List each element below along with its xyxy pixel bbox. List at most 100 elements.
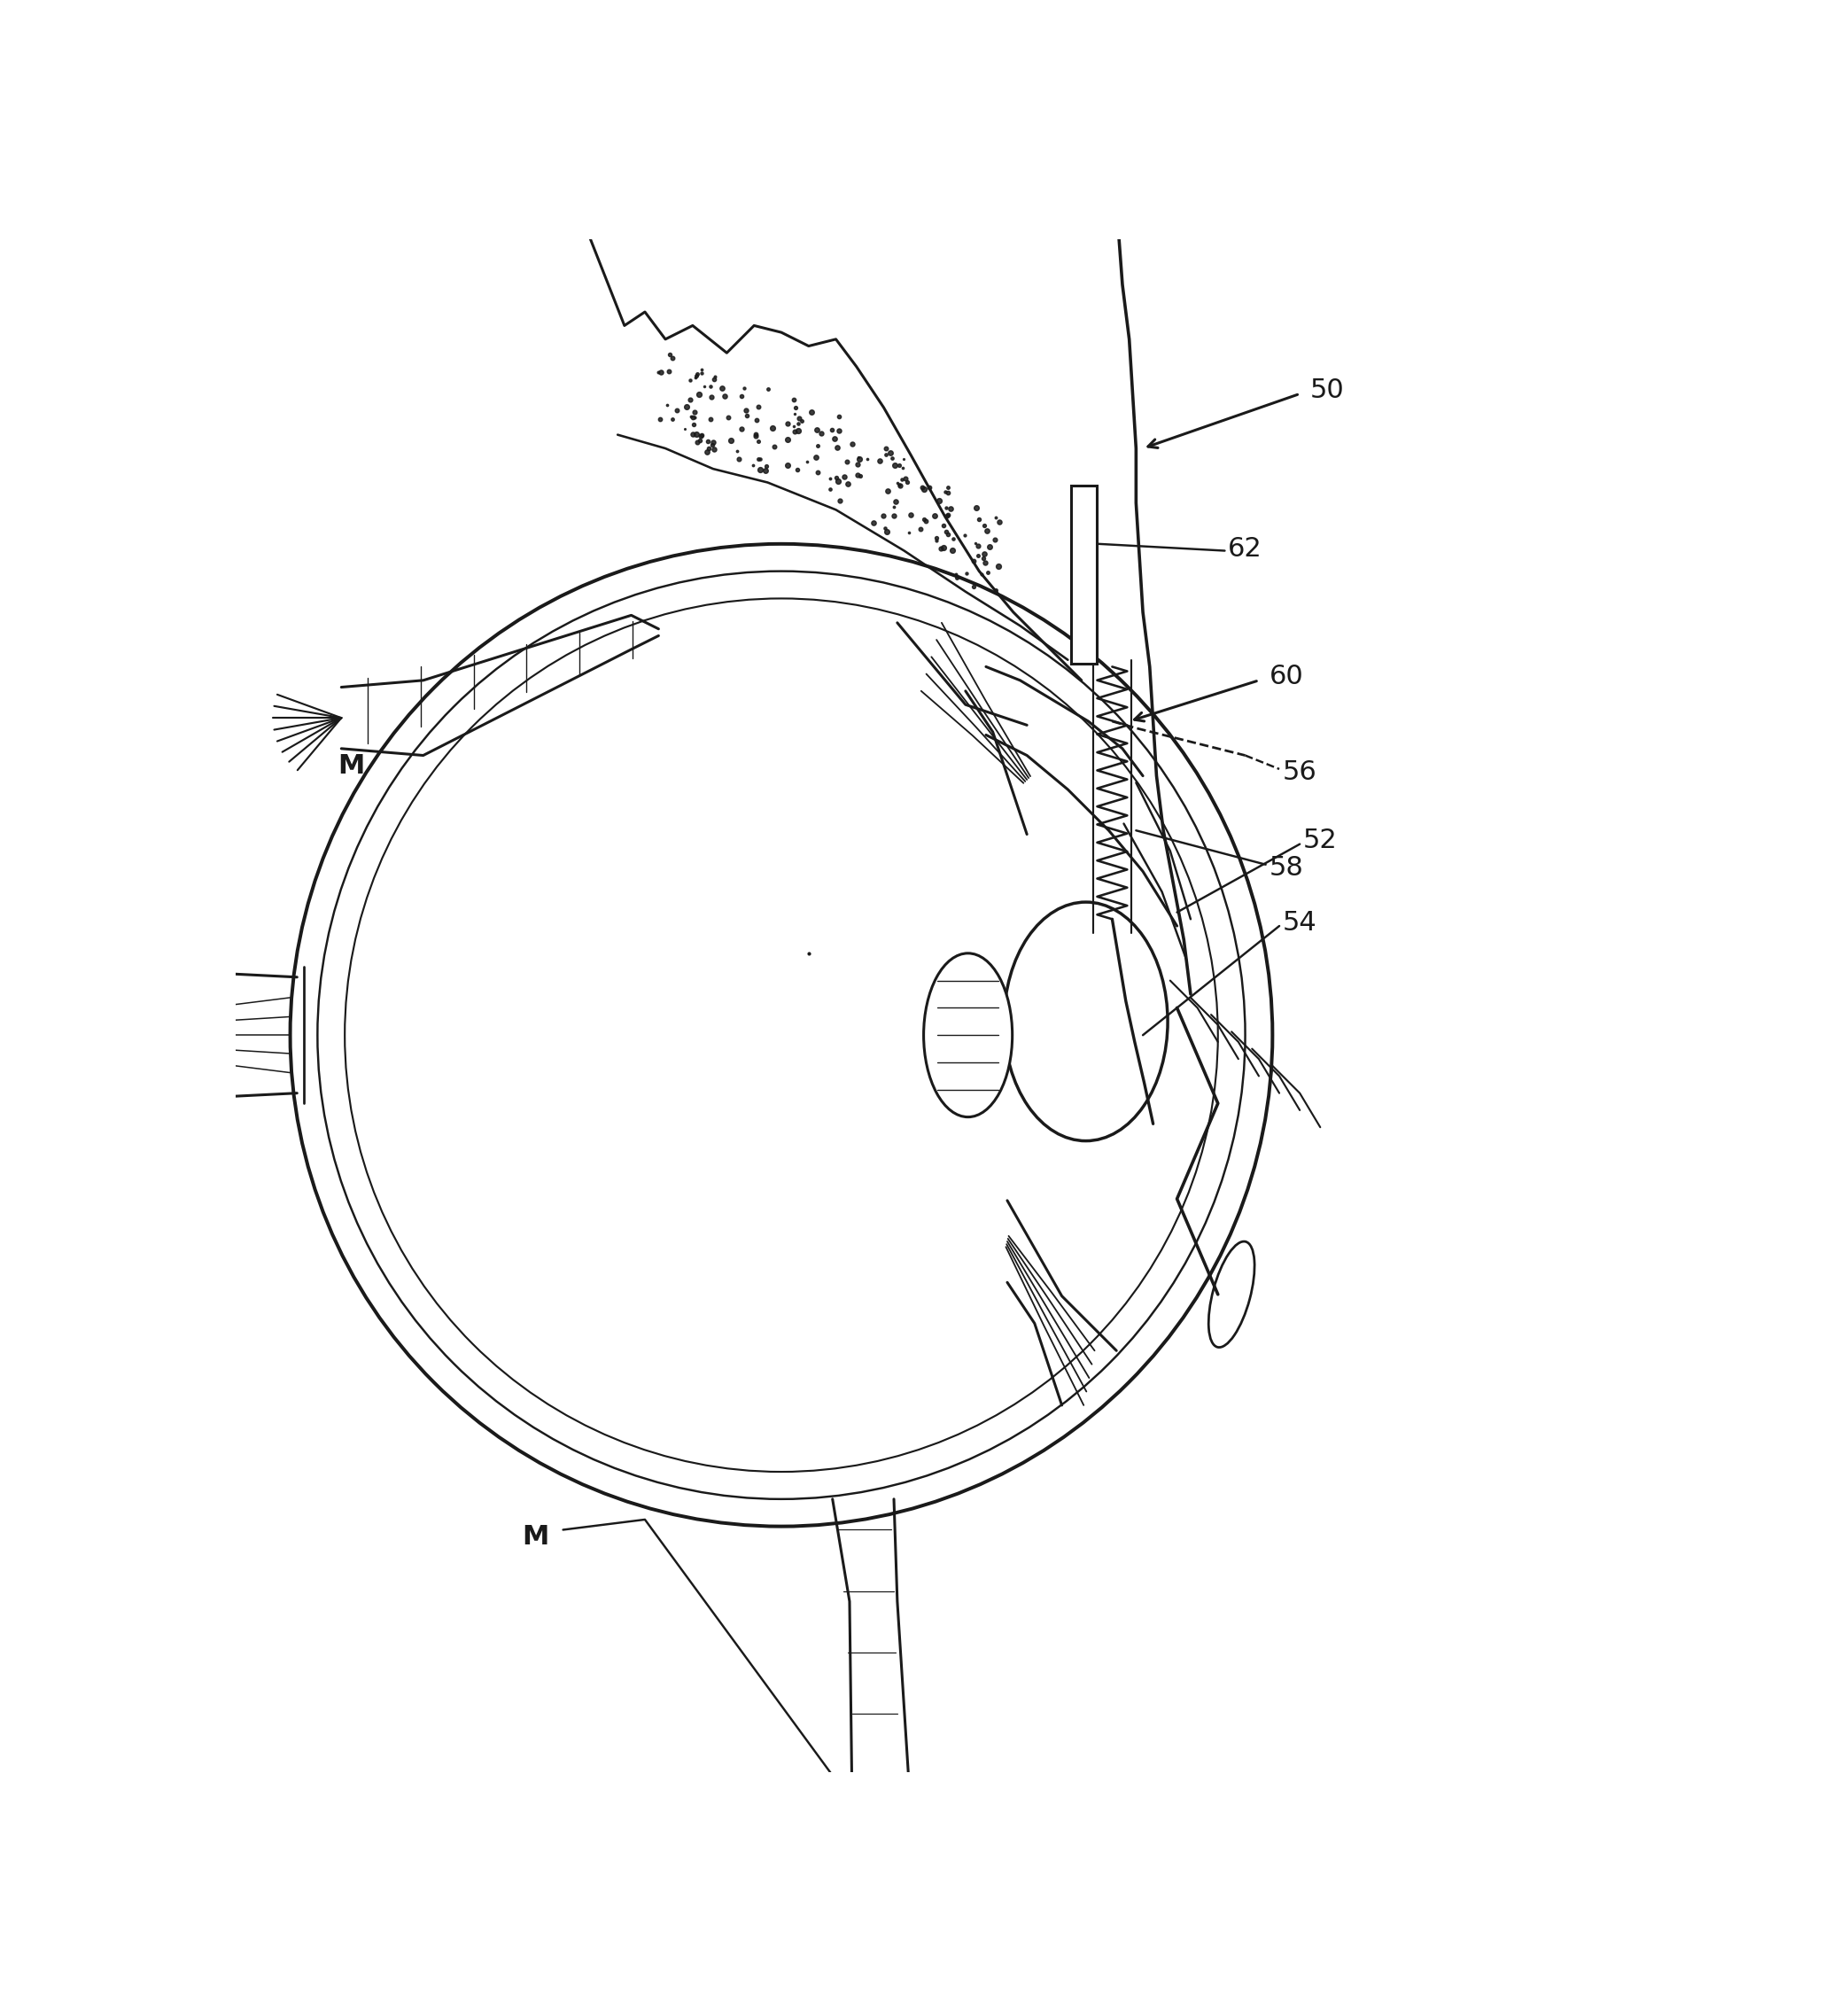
Point (915, 472, 944, 504)
Point (686, 424, 715, 456)
Point (760, 430, 789, 462)
Point (824, 400, 854, 432)
Point (933, 500, 963, 532)
Point (780, 410, 809, 442)
Point (889, 452, 918, 484)
Point (872, 476, 902, 508)
Point (758, 412, 787, 444)
Point (933, 476, 963, 508)
Point (806, 418, 835, 450)
Point (952, 557, 981, 589)
Text: 52: 52 (1303, 828, 1338, 854)
Point (754, 372, 784, 404)
Point (643, 356, 673, 388)
Point (887, 464, 917, 496)
Point (743, 444, 772, 476)
Point (922, 526, 952, 557)
Point (843, 448, 872, 480)
Point (970, 510, 1000, 542)
Point (941, 559, 970, 591)
Point (700, 360, 730, 392)
Ellipse shape (924, 954, 1013, 1117)
Point (824, 466, 854, 498)
Point (693, 424, 723, 456)
Point (852, 444, 881, 476)
Point (699, 434, 728, 466)
Point (682, 418, 711, 450)
Point (687, 420, 717, 452)
Point (872, 516, 902, 548)
Point (981, 502, 1011, 534)
Point (802, 414, 832, 446)
Point (880, 450, 909, 482)
Text: 60: 60 (1270, 665, 1303, 689)
Text: 58: 58 (1270, 854, 1303, 880)
Text: M: M (338, 753, 366, 778)
Point (924, 484, 954, 516)
Point (869, 500, 898, 532)
Point (817, 414, 846, 446)
Point (654, 356, 684, 388)
Point (881, 486, 911, 518)
Point (693, 436, 723, 468)
Point (782, 392, 811, 424)
Point (737, 450, 767, 482)
Point (985, 506, 1015, 538)
Point (906, 514, 935, 546)
Point (784, 454, 813, 486)
Point (676, 364, 706, 396)
Point (693, 432, 723, 464)
Point (715, 424, 745, 456)
Point (885, 468, 915, 500)
Point (821, 422, 850, 454)
Point (893, 466, 922, 498)
Point (741, 418, 771, 450)
Point (678, 402, 708, 434)
Point (750, 454, 780, 486)
Point (826, 486, 856, 518)
Point (784, 408, 813, 440)
Point (894, 518, 924, 550)
Point (959, 571, 989, 603)
Point (708, 372, 737, 404)
Point (981, 573, 1011, 605)
Point (937, 534, 967, 565)
Point (909, 474, 939, 506)
Point (865, 444, 894, 476)
Point (680, 362, 710, 394)
Point (671, 414, 700, 446)
Point (778, 384, 808, 416)
Point (928, 532, 957, 563)
Point (942, 561, 972, 593)
Point (647, 356, 676, 388)
Point (680, 408, 710, 440)
Point (680, 396, 710, 428)
Text: 54: 54 (1283, 910, 1318, 936)
Point (689, 370, 719, 402)
Point (870, 432, 900, 464)
Point (802, 456, 832, 488)
Point (800, 442, 830, 474)
Point (697, 404, 726, 436)
Point (697, 380, 726, 412)
Point (950, 520, 979, 552)
Point (967, 559, 996, 591)
Point (815, 474, 845, 506)
Point (843, 442, 872, 474)
Point (726, 414, 756, 446)
Point (961, 528, 991, 559)
Point (658, 404, 687, 436)
Point (878, 442, 907, 474)
Point (833, 446, 863, 478)
Point (802, 430, 832, 462)
Point (745, 454, 774, 486)
Point (822, 462, 852, 494)
Point (931, 516, 961, 548)
Point (939, 522, 968, 553)
Point (876, 438, 906, 470)
Point (833, 468, 863, 500)
Point (907, 472, 937, 504)
Point (896, 500, 926, 532)
Point (654, 338, 684, 370)
Point (713, 400, 743, 432)
